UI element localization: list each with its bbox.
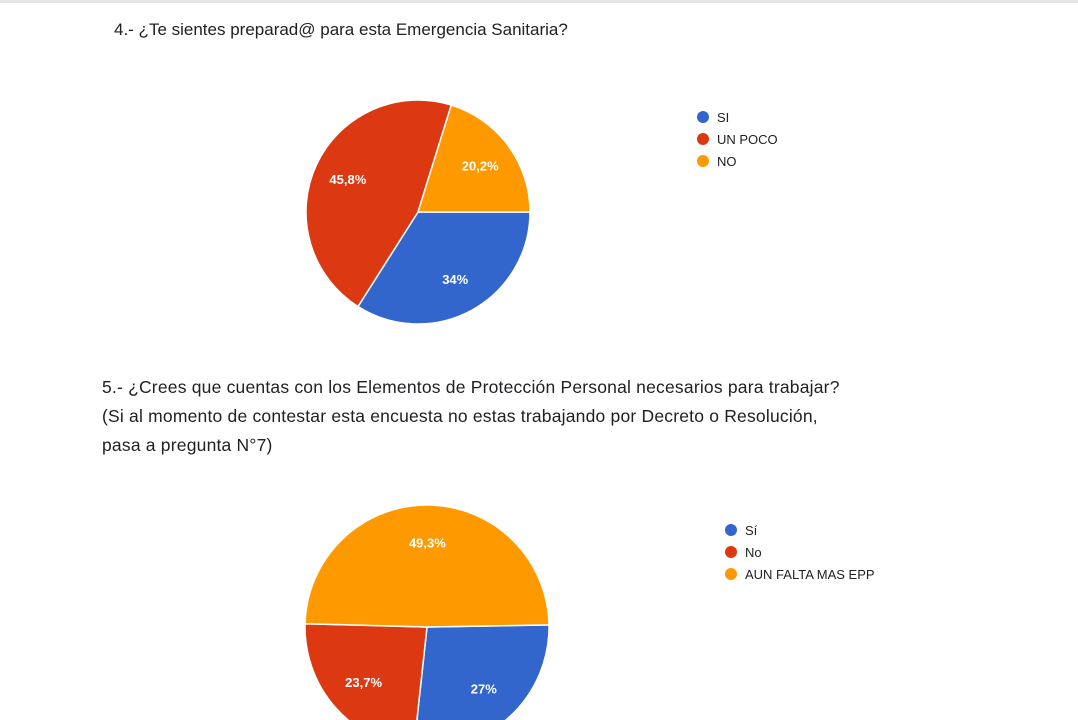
pie-chart-question-4: 34% 45,8% 20,2% bbox=[305, 99, 531, 325]
pie-label-un-poco: 45,8% bbox=[329, 172, 366, 187]
pie-slice-aun-falta-mas-epp[interactable] bbox=[304, 504, 550, 628]
legend-label-un-poco: UN POCO bbox=[717, 131, 778, 147]
legend-label-no-2: No bbox=[745, 544, 762, 560]
pie-slice-si-2[interactable] bbox=[414, 624, 550, 720]
question-5-title-line-2: (Si al momento de contestar esta encuest… bbox=[102, 406, 818, 426]
pie-slice-un-poco[interactable] bbox=[305, 99, 453, 308]
legend-label-si-2: Sí bbox=[745, 522, 758, 538]
pie-chart-question-5: 27% 23,7% 49,3% bbox=[304, 504, 550, 720]
legend-swatch-un-poco bbox=[697, 133, 709, 145]
legend-item-si[interactable]: SI bbox=[697, 106, 778, 128]
legend-label-aun-falta-mas-epp: AUN FALTA MAS EPP bbox=[745, 566, 875, 582]
legend-swatch-si-2 bbox=[725, 524, 737, 536]
pie-label-no: 20,2% bbox=[462, 159, 499, 174]
pie-slice-no[interactable] bbox=[416, 104, 531, 213]
legend-swatch-aun-falta-mas-epp bbox=[725, 568, 737, 580]
pie-label-aun-falta-mas-epp: 49,3% bbox=[409, 535, 446, 550]
legend-question-4: SI UN POCO NO bbox=[697, 106, 778, 172]
question-4-title: 4.- ¿Te sientes preparad@ para esta Emer… bbox=[114, 20, 568, 39]
pie-slice-no-2[interactable] bbox=[304, 622, 428, 720]
question-5-title-line-3: pasa a pregunta N°7) bbox=[102, 435, 273, 455]
legend-swatch-no bbox=[697, 155, 709, 167]
pie-label-no-2: 23,7% bbox=[345, 675, 382, 690]
legend-item-aun-falta-mas-epp[interactable]: AUN FALTA MAS EPP bbox=[725, 563, 875, 585]
pie-label-si: 34% bbox=[442, 272, 468, 287]
legend-item-no-2[interactable]: No bbox=[725, 541, 875, 563]
question-5-title: 5.- ¿Crees que cuentas con los Elementos… bbox=[102, 373, 840, 460]
legend-item-un-poco[interactable]: UN POCO bbox=[697, 128, 778, 150]
legend-swatch-si bbox=[697, 111, 709, 123]
legend-label-si: SI bbox=[717, 109, 730, 125]
top-edge-divider bbox=[0, 0, 1078, 3]
legend-swatch-no-2 bbox=[725, 546, 737, 558]
legend-item-no[interactable]: NO bbox=[697, 150, 778, 172]
question-5-title-line-1: 5.- ¿Crees que cuentas con los Elementos… bbox=[102, 377, 840, 397]
legend-question-5: Sí No AUN FALTA MAS EPP bbox=[725, 519, 875, 585]
legend-item-si-2[interactable]: Sí bbox=[725, 519, 875, 541]
legend-label-no: NO bbox=[717, 153, 737, 169]
pie-label-si-2: 27% bbox=[471, 682, 497, 697]
